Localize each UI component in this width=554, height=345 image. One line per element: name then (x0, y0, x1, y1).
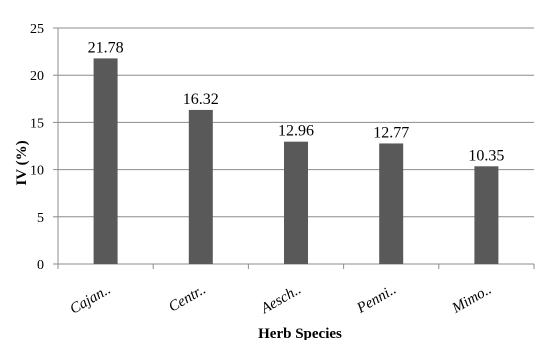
bar (188, 109, 213, 264)
x-tick-label: Centr.. (166, 282, 209, 316)
y-tick-label: 0 (37, 258, 44, 273)
data-label: 21.78 (88, 39, 124, 56)
data-label: 12.77 (373, 124, 409, 141)
gridlines (58, 27, 534, 218)
bar (284, 141, 308, 264)
data-label: 10.35 (468, 147, 504, 164)
y-tick-label: 10 (30, 164, 44, 179)
x-tick-label: Penni.. (354, 282, 400, 318)
bar (93, 58, 118, 264)
bars (93, 58, 499, 264)
x-tick-label: Cajan.. (67, 282, 113, 318)
y-axis-title: IV (%) (14, 140, 30, 185)
bar (379, 143, 404, 264)
data-label: 16.32 (183, 91, 219, 108)
y-tick-label: 25 (30, 22, 44, 37)
data-labels: 21.78 16.32 12.96 12.77 10.35 (88, 39, 505, 164)
y-tick-label: 15 (30, 116, 44, 131)
x-axis-title: Herb Species (258, 326, 342, 340)
bar (474, 166, 499, 264)
x-tick-label: Mimo.. (449, 282, 495, 318)
x-tick-labels: Cajan.. Centr.. Aesch.. Penni.. Mimo.. (67, 282, 494, 318)
y-tick-labels: 0 5 10 15 20 25 (30, 22, 44, 273)
data-label: 12.96 (278, 123, 314, 140)
y-tick-label: 20 (30, 69, 44, 84)
y-tick-label: 5 (37, 211, 44, 226)
x-tick-label: Aesch.. (258, 282, 304, 318)
